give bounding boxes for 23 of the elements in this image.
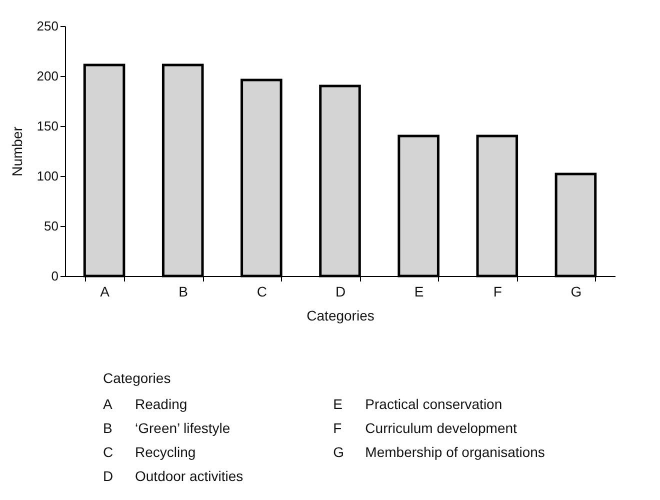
y-tick-label: 100 <box>36 168 58 184</box>
y-tick-label: 50 <box>44 218 58 234</box>
y-tick-label: 150 <box>36 118 58 134</box>
text: A Reading <box>103 396 188 412</box>
x-tick-label: G <box>570 284 582 300</box>
x-tick-label: E <box>414 284 424 300</box>
x-tick-label: D <box>335 284 346 300</box>
text: G Membership of organisations <box>333 444 545 460</box>
x-tick-label: C <box>256 284 267 300</box>
text: Categories <box>103 370 172 386</box>
x-tick-label: B <box>178 284 188 300</box>
x-tick-label: A <box>100 284 110 300</box>
text: F Curriculum development <box>333 420 517 436</box>
x-axis-title: Categories <box>306 308 374 324</box>
y-tick-label: 250 <box>36 18 58 34</box>
text: E Practical conservation <box>333 396 502 412</box>
x-tick-label: F <box>493 284 502 300</box>
y-axis-title: Number <box>8 126 25 176</box>
y-tick-label: 0 <box>51 268 58 284</box>
y-tick-label: 200 <box>36 68 58 84</box>
text: D Outdoor activities <box>103 468 244 484</box>
text: C Recycling <box>103 444 196 460</box>
text: B ‘Green’ lifestyle <box>103 420 230 436</box>
